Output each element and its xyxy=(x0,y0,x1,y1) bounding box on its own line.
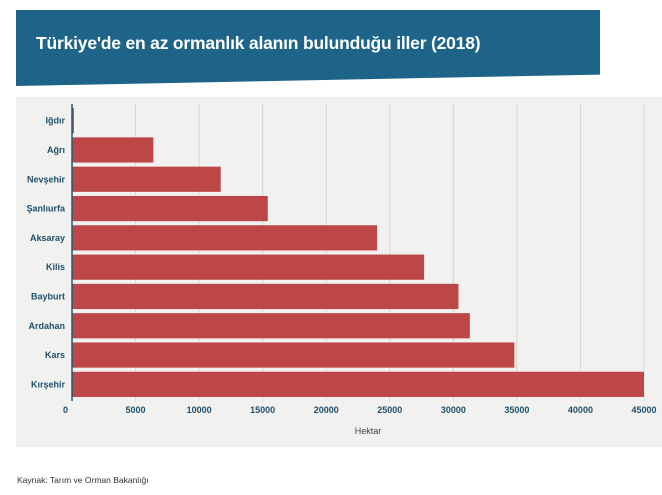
category-label: Şanlıurfa xyxy=(26,204,66,214)
category-label: Ardahan xyxy=(28,321,65,331)
x-tick-label: 20000 xyxy=(314,405,339,415)
x-tick-label: 25000 xyxy=(377,405,402,415)
category-label: Nevşehir xyxy=(27,174,66,184)
category-label: Aksaray xyxy=(30,233,65,243)
bar xyxy=(72,195,268,222)
category-label: Iğdır xyxy=(46,116,66,126)
bar xyxy=(72,313,470,339)
x-axis-title: Hektar xyxy=(355,426,382,436)
x-tick-label: 10000 xyxy=(187,405,212,415)
bar xyxy=(72,166,221,192)
bar xyxy=(72,342,515,368)
x-tick-label: 40000 xyxy=(568,405,593,415)
x-tick-label: 15000 xyxy=(250,405,275,415)
bar xyxy=(72,254,425,280)
bar xyxy=(72,371,644,397)
bar xyxy=(72,108,74,134)
bar xyxy=(72,283,459,310)
x-tick-label: 0 xyxy=(63,405,68,415)
category-label: Kars xyxy=(45,350,65,360)
x-tick-label: 5000 xyxy=(126,405,146,415)
chart-title: Türkiye'de en az ormanlık alanın bulundu… xyxy=(36,33,481,53)
category-label: Bayburt xyxy=(31,291,65,301)
title-banner: Türkiye'de en az ormanlık alanın bulundu… xyxy=(16,10,600,86)
category-label: Ağrı xyxy=(47,145,65,155)
category-label: Kırşehir xyxy=(31,379,66,389)
bar xyxy=(72,137,154,163)
x-tick-label: 35000 xyxy=(504,405,529,415)
x-tick-label: 45000 xyxy=(631,405,656,415)
category-label: Kilis xyxy=(46,262,65,272)
bar xyxy=(72,225,378,251)
x-tick-label: 30000 xyxy=(441,405,466,415)
source-note: Kaynak: Tarım ve Orman Bakanlığı xyxy=(17,475,149,485)
